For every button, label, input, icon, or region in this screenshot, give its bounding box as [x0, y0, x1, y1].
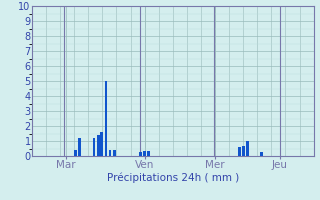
X-axis label: Précipitations 24h ( mm ): Précipitations 24h ( mm ) [107, 173, 239, 183]
Bar [78, 138, 81, 156]
Bar [97, 135, 100, 156]
Bar [105, 81, 108, 156]
Bar [139, 152, 142, 156]
Bar [147, 151, 150, 156]
Bar [242, 146, 245, 156]
Bar [108, 150, 111, 156]
Bar [238, 147, 241, 156]
Bar [92, 138, 95, 156]
Bar [74, 150, 77, 156]
Bar [143, 151, 146, 156]
Bar [113, 150, 116, 156]
Bar [260, 152, 263, 156]
Bar [100, 132, 103, 156]
Bar [246, 141, 249, 156]
